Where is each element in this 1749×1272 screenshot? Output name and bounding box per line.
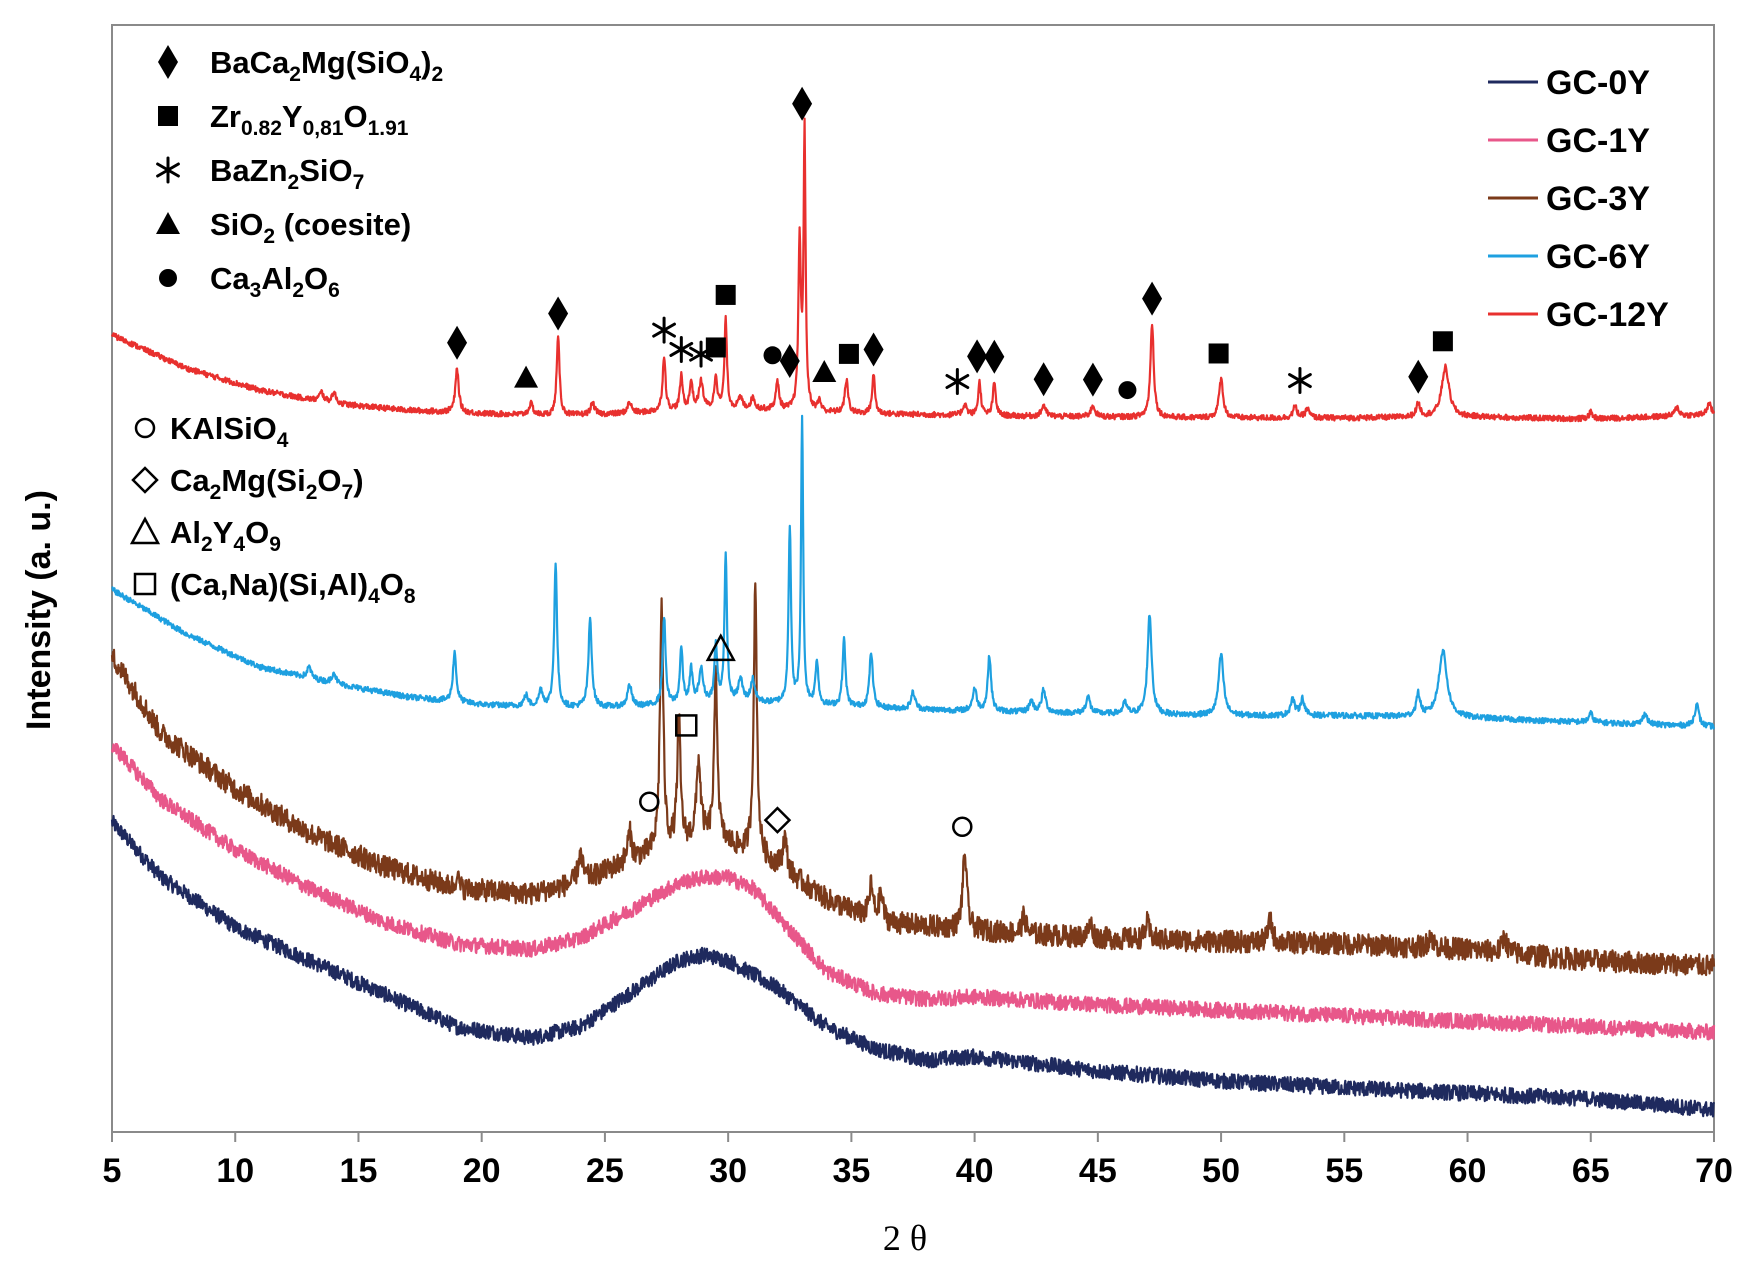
phase-legend-label: KAlSiO4 [170, 411, 289, 452]
legend-label-gc-0y: GC-0Y [1546, 64, 1650, 102]
peak-marker-open-square [675, 714, 698, 737]
phase-legend-label: SiO2 (coesite) [210, 207, 411, 248]
series-line-gc-6y [111, 414, 1716, 730]
peak-marker-open-triangle [705, 633, 736, 662]
peak-marker-open-circle [639, 791, 660, 812]
x-tick-label: 10 [216, 1152, 254, 1190]
phase-legend-label: Zr0.82Y0,81O1.91 [210, 99, 409, 140]
peak-marker-filled-diamond [779, 344, 800, 379]
peak-marker-filled-square [838, 343, 859, 364]
phase-legend-marker-filled-triangle [156, 212, 180, 234]
series-line-gc-0y [110, 814, 1716, 1118]
peak-marker-asterisk [669, 335, 694, 363]
peak-marker-filled-triangle [514, 365, 539, 388]
phase-legend-marker-asterisk [156, 156, 180, 184]
x-tick-label: 25 [586, 1152, 624, 1190]
phase-legend-label: Ca2Mg(Si2O7) [170, 463, 364, 504]
legend-label-gc-6y: GC-6Y [1546, 238, 1650, 276]
x-tick-label: 20 [463, 1152, 501, 1190]
peak-marker-filled-diamond [863, 332, 884, 367]
x-tick-label: 35 [832, 1152, 870, 1190]
phase-legend-marker-open-diamond [131, 466, 159, 494]
x-tick-label: 55 [1325, 1152, 1363, 1190]
legend-label-gc-3y: GC-3Y [1546, 180, 1650, 218]
phase-legend-marker-filled-diamond [158, 45, 178, 79]
x-tick-label: 15 [340, 1152, 378, 1190]
peak-marker-asterisk [1288, 367, 1312, 395]
peak-marker-filled-triangle [812, 359, 837, 382]
phase-legend-marker-open-triangle [129, 516, 161, 545]
peak-marker-asterisk [945, 368, 970, 396]
x-tick-label: 5 [103, 1152, 122, 1190]
peak-marker-filled-diamond [967, 339, 988, 374]
phase-legend-marker-open-circle [134, 417, 156, 439]
x-tick-label: 60 [1449, 1152, 1487, 1190]
phase-legend-label: BaCa2Mg(SiO4)2 [210, 45, 443, 86]
x-axis-title: 2 θ [883, 1218, 927, 1258]
peak-marker-filled-diamond [1142, 281, 1163, 316]
phase-legend-label: (Ca,Na)(Si,Al)4O8 [170, 567, 416, 608]
peak-marker-filled-square [1432, 331, 1453, 352]
peak-marker-filled-diamond [1033, 362, 1054, 397]
peak-marker-filled-diamond [984, 339, 1005, 374]
peak-marker-open-diamond [763, 806, 792, 834]
peak-marker-filled-square [715, 284, 736, 305]
phase-legend-marker-open-square [133, 572, 157, 596]
x-tick-label: 50 [1202, 1152, 1240, 1190]
plot-frame [111, 24, 1715, 1133]
phase-legend-marker-filled-square [158, 106, 178, 126]
series-line-gc-1y [110, 742, 1716, 1041]
phase-legend-label: BaZn2SiO7 [210, 153, 364, 194]
legend-label-gc-1y: GC-1Y [1546, 122, 1650, 160]
x-tick-label: 70 [1695, 1152, 1733, 1190]
legend-label-gc-12y: GC-12Y [1546, 296, 1669, 334]
x-tick-label: 45 [1079, 1152, 1117, 1190]
y-axis-title: Intensity (a. u.) [20, 490, 58, 730]
peak-marker-filled-diamond [1408, 359, 1429, 394]
phase-legend-label: Ca3Al2O6 [210, 261, 340, 302]
peak-marker-filled-circle [763, 346, 782, 365]
phase-legend-label: Al2Y4O9 [170, 515, 281, 556]
peak-marker-filled-circle [1118, 381, 1137, 400]
x-tick-label: 40 [956, 1152, 994, 1190]
peak-marker-filled-square [705, 337, 726, 358]
phase-legend-marker-filled-circle [159, 269, 177, 287]
peak-marker-filled-square [1208, 343, 1229, 364]
peak-marker-filled-diamond [548, 296, 569, 331]
peak-marker-filled-diamond [1082, 362, 1103, 397]
peak-marker-filled-diamond [792, 86, 813, 121]
x-tick-label: 30 [709, 1152, 747, 1190]
x-tick-label: 65 [1572, 1152, 1610, 1190]
series-line-gc-3y [110, 582, 1716, 977]
peak-marker-open-circle [952, 816, 973, 837]
series-line-gc-12y [110, 117, 1716, 423]
peak-marker-asterisk [652, 316, 676, 344]
peak-marker-filled-diamond [447, 325, 468, 360]
